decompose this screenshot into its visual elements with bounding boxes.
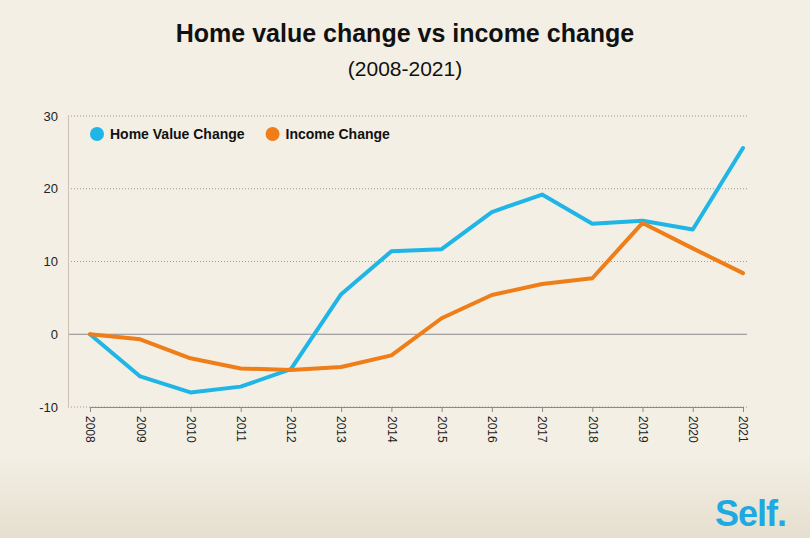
x-tick-label: 2015 (435, 416, 449, 443)
x-tick-mark (492, 407, 493, 412)
grid-line (68, 188, 747, 189)
legend-swatch (266, 127, 280, 141)
x-tick-mark (190, 407, 191, 412)
x-tick: 2019 (636, 407, 650, 443)
background (0, 0, 810, 538)
plot-area (90, 148, 743, 392)
brand-logo: Self. (715, 493, 786, 534)
y-tick: 30 (44, 109, 68, 124)
x-tick: 2014 (385, 407, 399, 443)
grid-line (68, 116, 747, 117)
legend-swatch (90, 127, 104, 141)
x-tick-mark (743, 407, 744, 412)
series-line (90, 223, 743, 370)
x-tick: 2011 (234, 407, 248, 442)
x-tick-label: 2019 (636, 416, 650, 443)
y-tick: 0 (51, 327, 68, 342)
x-tick: 2017 (535, 407, 549, 443)
y-tick-label: 0 (51, 327, 58, 342)
y-tick-label: -10 (39, 400, 58, 415)
x-tick-mark (241, 407, 242, 412)
x-tick: 2018 (586, 407, 600, 443)
x-tick-label: 2016 (485, 416, 499, 443)
subtitle: (2008-2021) (348, 57, 462, 80)
legend-label: Income Change (286, 126, 390, 142)
x-tick: 2020 (686, 407, 700, 443)
x-tick: 2009 (134, 407, 148, 443)
grid-line (68, 407, 747, 408)
x-tick-label: 2014 (385, 416, 399, 443)
y-axis-line (68, 117, 69, 408)
title: Home value change vs income change (176, 19, 635, 47)
x-tick-label: 2020 (686, 416, 700, 443)
x-tick-label: 2009 (134, 416, 148, 443)
x-tick-mark (592, 407, 593, 412)
x-tick-mark (291, 407, 292, 412)
x-tick-label: 2018 (586, 416, 600, 443)
x-tick-label: 2021 (736, 416, 750, 443)
x-tick: 2015 (435, 407, 449, 443)
x-tick: 2016 (485, 407, 499, 443)
x-tick-mark (90, 407, 91, 412)
x-tick-label: 2013 (334, 416, 348, 443)
zero-line (68, 334, 747, 335)
x-tick: 2010 (184, 407, 198, 443)
x-tick-mark (542, 407, 543, 412)
x-tick: 2008 (83, 407, 97, 443)
x-tick: 2013 (334, 407, 348, 443)
x-tick-label: 2012 (284, 416, 298, 443)
x-tick-mark (391, 407, 392, 412)
x-axis: 2008 2009 2010 2011 2012 2013 2014 2015 2016 2017… (83, 407, 750, 443)
grid (68, 116, 747, 407)
legend-label: Home Value Change (110, 126, 245, 142)
x-tick-mark (341, 407, 342, 412)
x-tick-label: 2017 (535, 416, 549, 443)
y-tick-label: 30 (44, 109, 58, 124)
x-tick: 2012 (284, 407, 298, 443)
x-tick-label: 2011 (234, 416, 248, 442)
y-tick-label: 10 (44, 254, 58, 269)
chart: Home value change vs income change (2008-… (0, 0, 810, 538)
legend-item: Income Change (266, 126, 390, 142)
background-band (0, 455, 810, 538)
y-tick: 10 (44, 254, 68, 269)
x-axis-line (91, 407, 744, 408)
x-tick-mark (693, 407, 694, 412)
x-tick-label: 2008 (83, 416, 97, 443)
series-line (90, 148, 743, 392)
x-tick-mark (140, 407, 141, 412)
y-tick: 20 (44, 181, 68, 196)
x-tick: 2021 (736, 407, 750, 443)
x-tick-mark (643, 407, 644, 412)
legend: Home Value Change Income Change (90, 126, 390, 142)
x-tick-label: 2010 (184, 416, 198, 443)
x-tick-mark (442, 407, 443, 412)
y-tick-label: 20 (44, 181, 58, 196)
grid-line (68, 261, 747, 262)
y-axis: -10 0 10 20 30 (39, 109, 68, 415)
y-tick: -10 (39, 400, 68, 415)
legend-item: Home Value Change (90, 126, 245, 142)
